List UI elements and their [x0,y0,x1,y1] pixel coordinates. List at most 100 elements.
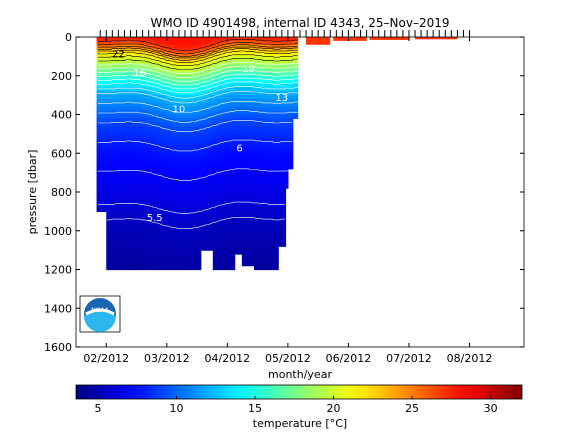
temperature-cell [217,215,221,220]
temperature-cell [159,164,163,170]
temperature-cell [198,161,202,166]
temperature-cell [275,83,279,88]
temperature-cell [154,71,158,77]
temperature-cell [140,226,144,232]
temperature-cell [232,211,236,216]
temperature-cell [111,250,115,255]
temperature-cell [118,114,122,119]
temperature-cell [157,207,161,212]
temperature-cell [164,215,168,220]
temperature-cell [171,71,175,77]
temperature-cell [224,52,228,57]
temperature-cell [268,102,272,108]
temperature-cell [108,149,112,154]
temperature-cell [285,60,289,65]
temperature-cell [241,172,245,178]
temperature-cell [149,122,153,127]
temperature-cell [273,250,277,255]
temperature-cell [249,223,253,228]
temperature-cell [253,176,258,181]
temperature-cell [115,79,119,85]
temperature-cell [275,211,279,216]
temperature-cell [263,126,267,131]
temperature-cell [290,145,294,150]
temperature-cell [140,207,144,212]
temperature-cell [256,265,260,271]
temperature-cell [193,168,197,174]
temperature-cell [140,180,144,185]
temperature-cell [251,153,255,158]
temperature-cell [99,172,103,178]
temperature-cell [142,118,146,123]
temperature-cell [120,56,124,61]
temperature-cell [154,184,158,189]
temperature-cell [266,265,270,271]
temperature-cell [125,137,129,143]
temperature-cell [191,122,195,127]
temperature-cell [101,68,105,73]
temperature-cell [229,83,233,88]
temperature-cell [186,257,190,263]
temperature-cell [123,203,127,209]
temperature-cell [142,71,146,77]
temperature-cell [169,145,173,150]
temperature-cell [263,60,267,65]
temperature-cell [103,83,107,88]
temperature-cell [149,195,153,201]
temperature-cell [215,95,219,100]
temperature-cell [224,199,228,205]
temperature-cell [256,199,260,205]
temperature-cell [283,230,287,236]
temperature-cell [246,161,250,166]
temperature-cell [237,230,241,236]
temperature-cell [261,172,265,178]
temperature-cell [207,153,211,158]
temperature-cell [164,211,168,216]
temperature-cell [249,141,253,147]
temperature-cell [169,126,173,131]
temperature-cell [135,164,139,170]
temperature-cell [101,192,105,197]
temperature-cell [101,164,105,170]
temperature-cell [244,176,248,181]
temperature-cell [183,168,187,174]
temperature-cell [111,52,115,57]
temperature-cell [227,79,231,85]
temperature-cell [224,203,228,209]
temperature-cell [123,188,127,193]
temperature-cell [181,99,185,104]
temperature-cell [176,254,180,259]
temperature-cell [142,250,146,255]
temperature-cell [181,188,185,193]
temperature-cell [103,176,107,181]
temperature-cell [128,246,132,251]
temperature-cell [283,149,287,154]
temperature-cell [266,71,270,77]
temperature-cell [217,180,221,185]
temperature-cell [171,184,175,189]
temperature-cell [200,203,204,209]
temperature-cell [191,238,195,243]
temperature-cell [108,195,112,201]
temperature-cell [149,40,153,46]
temperature-cell [115,223,119,228]
temperature-cell [161,141,165,147]
temperature-cell [258,52,262,57]
temperature-cell [157,168,161,174]
temperature-cell [149,106,153,112]
temperature-cell [99,71,103,77]
temperature-cell [232,110,236,116]
temperature-cell [268,153,272,158]
temperature-cell [188,195,192,201]
temperature-cell [125,126,129,131]
temperature-cell [123,60,127,65]
x-tick-label: 05/2012 [265,352,311,365]
temperature-cell [130,83,134,88]
temperature-cell [181,164,185,170]
temperature-cell [154,242,158,247]
temperature-cell [287,164,291,170]
temperature-cell [154,199,158,205]
temperature-cell [256,172,260,178]
temperature-cell [140,40,144,46]
temperature-cell [103,52,107,57]
